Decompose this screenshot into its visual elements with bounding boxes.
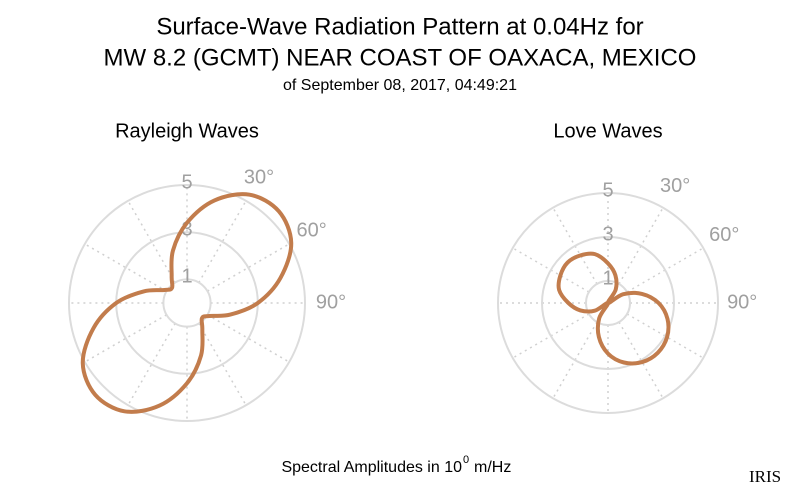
radial-grid-line <box>512 247 590 293</box>
ring-grid-line <box>541 236 675 370</box>
theta-tick-label: 60° <box>297 219 327 241</box>
title-line: MW 8.2 (GCMT) NEAR COAST OF OAXACA, MEXI… <box>104 44 697 71</box>
radial-grid-line <box>84 314 167 363</box>
subplot-title: Rayleigh Waves <box>115 120 259 142</box>
radial-grid-line <box>198 323 247 406</box>
title-line: Surface-Wave Radiation Pattern at 0.04Hz… <box>156 13 643 40</box>
r-tick-label: 3 <box>181 218 192 240</box>
radial-grid-line <box>207 314 290 363</box>
radial-grid-line <box>127 200 176 283</box>
subtitle: of September 08, 2017, 04:49:21 <box>283 77 517 94</box>
radiation-pattern <box>556 251 671 366</box>
theta-tick-label: 90° <box>316 291 346 313</box>
logo: IRIS <box>749 467 781 486</box>
theta-tick-label: 90° <box>727 291 757 313</box>
radiation-pattern <box>80 192 294 414</box>
r-tick-label: 5 <box>181 171 192 193</box>
radial-grid-line <box>512 313 590 359</box>
theta-tick-label: 30° <box>660 175 690 197</box>
footer-exponent: 0 <box>463 454 469 466</box>
radial-grid-line <box>626 313 704 359</box>
radial-grid-line <box>198 200 247 283</box>
radial-grid-line <box>618 207 664 285</box>
r-tick-label: 3 <box>602 223 613 245</box>
r-tick-label: 1 <box>181 266 192 288</box>
subplot-title: Love Waves <box>553 120 662 142</box>
ring-grid-line <box>497 192 719 414</box>
radial-grid-line <box>127 323 176 406</box>
r-tick-label: 5 <box>602 179 613 201</box>
radial-grid-line <box>207 243 290 292</box>
ring-grid-line <box>162 278 212 328</box>
footer: Spectral Amplitudes in 10 <box>281 459 462 476</box>
radial-grid-line <box>84 243 167 292</box>
ring-grid-line <box>585 280 631 326</box>
theta-tick-label: 60° <box>709 224 739 246</box>
footer-unit: m/Hz <box>474 459 511 476</box>
ring-grid-line <box>68 184 306 422</box>
theta-tick-label: 30° <box>244 167 274 189</box>
r-tick-label: 1 <box>602 267 613 289</box>
radial-grid-line <box>626 247 704 293</box>
radial-grid-line <box>552 207 598 285</box>
